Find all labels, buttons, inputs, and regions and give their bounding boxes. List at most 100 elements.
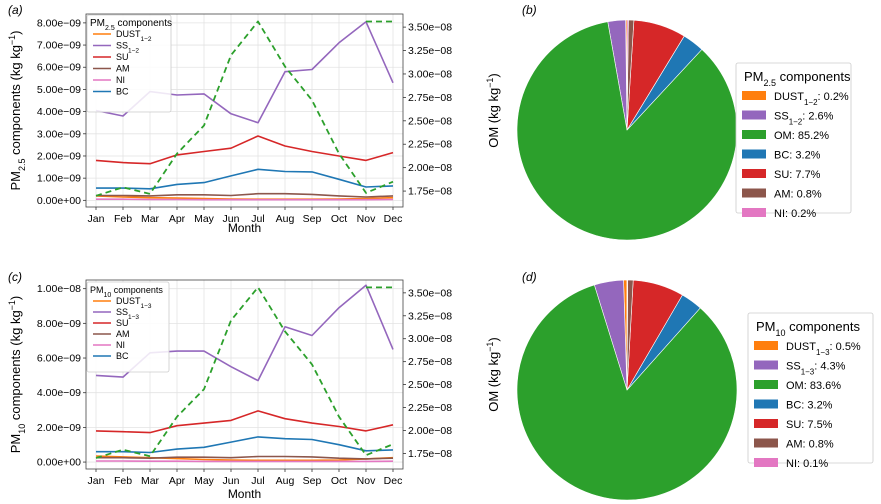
legend-label: SS1−2 [116,41,139,55]
panel-letter: (c) [8,270,22,284]
y2-tick-label: 3.00e−08 [408,68,452,80]
legend-box [86,281,170,373]
legend-label: DUST1−2 [116,29,152,43]
y2-tick-label: 3.25e−08 [408,310,452,322]
legend-label: SS1−3 [116,307,139,321]
pie-slice-om [516,284,738,501]
x-tick-label: Jun [223,213,240,225]
legend-label: AM [116,64,130,74]
y-axis-label: PM2.5 components (kg kg−1) [7,30,27,190]
x-tick-label: Mar [141,475,160,487]
legend-label: SU [116,318,129,328]
legend-label: NI: 0.2% [774,208,816,220]
legend-swatch [742,110,766,120]
x-tick-label: Nov [357,475,376,487]
legend-swatch [754,458,778,467]
plot-frame [85,279,404,470]
legend-label: SU [116,52,129,62]
x-tick-label: Nov [357,213,376,225]
y-tick-label: 5.00e−09 [37,84,81,96]
y-tick-label: 4.00e−09 [37,387,81,399]
legend-label: BC: 3.2% [786,400,833,412]
y2-axis-label: OM (kg kg−1) [485,337,501,412]
legend-label: NI: 0.1% [786,458,828,470]
legend-label: DUST1−3: 0.5% [786,341,861,357]
x-tick-label: Oct [331,213,347,225]
series-line-am [96,192,394,198]
series-line-ni [96,198,394,201]
x-tick-label: Dec [384,475,403,487]
y-tick-label: 3.00e−09 [37,128,81,140]
legend-label: DUST1−3 [116,296,152,310]
legend-label: SU: 7.7% [774,169,821,181]
x-tick-label: Feb [114,475,132,487]
x-tick-label: Jan [88,213,105,225]
pie-slice-ni [626,19,629,131]
legend-swatch [742,169,766,178]
legend-title: PM2.5 components [90,18,172,32]
y-tick-label: 1.00e−09 [37,173,81,185]
pie-panel-d: PM10 components DUST1−3: 0.5% SS1−3: 4.3% O… [516,270,874,501]
legend-box [747,312,874,464]
y-tick-label: 6.00e−09 [37,353,81,365]
y2-tick-label: 3.50e−08 [408,22,452,34]
legend-label: NI [116,340,125,350]
x-axis-label: Month [228,221,261,235]
x-tick-label: Apr [169,475,186,487]
y2-tick-label: 1.75e−08 [408,186,452,198]
y-tick-label: 2.00e−09 [37,150,81,162]
legend-swatch [742,188,766,198]
legend-label: BC [116,87,129,97]
legend-title: PM2.5 components [744,69,851,88]
legend-label: BC [116,351,129,361]
line-panel-c: 0.00e+00 2.00e−09 4.00e−09 6.00e−09 8.00e−09… [7,270,501,501]
y-tick-label: 6.00e−09 [37,62,81,74]
legend-swatch [742,130,766,139]
plot-frame [85,13,404,208]
legend-swatch [754,438,778,448]
legend-swatch [754,380,778,389]
x-tick-label: Mar [141,213,160,225]
x-tick-label: Aug [276,475,295,487]
legend-label: SU: 7.5% [786,419,833,431]
legend-swatch [742,208,766,217]
legend-label: NI [116,75,125,85]
legend-box [86,14,172,113]
y-tick-label: 0.00e+00 [37,195,81,207]
legend-title: PM10 components [756,319,860,338]
x-tick-label: Dec [384,213,403,225]
series-line-bc [96,436,394,454]
x-tick-label: Feb [114,213,132,225]
series-line-om [95,286,394,459]
series-line-om [95,20,394,197]
y-axis-label: PM10 components (kg kg−1) [7,296,27,454]
y2-tick-label: 2.50e−08 [408,379,452,391]
y-tick-label: 8.00e−09 [37,17,81,29]
y2-tick-label: 2.00e−08 [408,425,452,437]
y-tick-label: 7.00e−09 [37,40,81,52]
legend-label: OM: 85.2% [774,130,829,142]
x-tick-label: Jan [88,475,105,487]
x-tick-label: May [194,475,215,487]
x-tick-label: Apr [169,213,186,225]
x-tick-label: May [194,213,215,225]
y-tick-label: 8.00e−09 [37,318,81,330]
line-panel-a: 0.00e+00 1.00e−09 2.00e−09 3.00e−09 4.00e−09… [7,3,501,235]
y2-tick-label: 2.25e−08 [408,402,452,414]
legend-swatch [754,399,778,409]
legend-label: BC: 3.2% [774,150,821,162]
y-tick-label: 1.00e−08 [37,283,81,295]
x-tick-label: Aug [276,213,295,225]
y-tick-label: 2.00e−09 [37,422,81,434]
legend-swatch [754,419,778,428]
x-tick-label: Oct [331,475,347,487]
y2-tick-label: 3.00e−08 [408,333,452,345]
pie-slice-ni [626,279,628,391]
series-line-bc [96,168,394,190]
legend-label: AM: 0.8% [774,189,822,201]
pie-panel-b: PM2.5 components DUST1−2: 0.2% SS1−2: 2.6%… [516,3,852,241]
legend-label: AM [116,329,130,339]
legend-swatch [742,149,766,159]
panel-letter: (a) [8,3,23,17]
